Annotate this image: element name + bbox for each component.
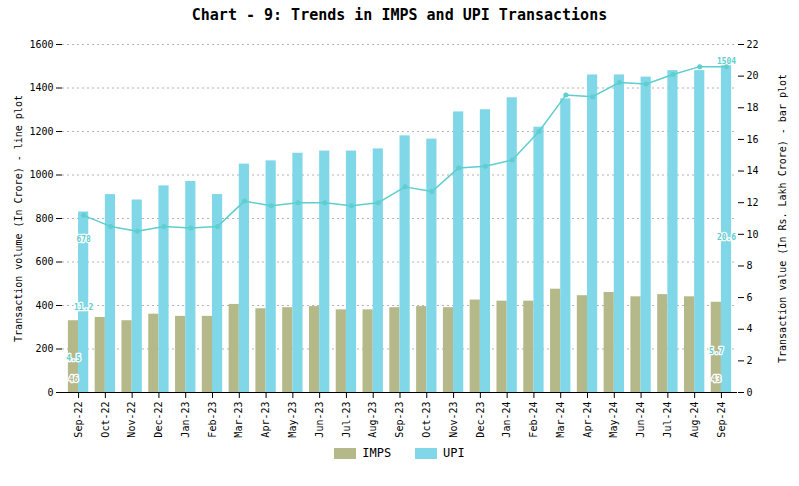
html-text:UPI: UPI — [443, 446, 465, 460]
html-text:IMPS: IMPS — [362, 446, 392, 460]
svg-text:4: 4 — [747, 323, 753, 334]
svg-text:14: 14 — [747, 165, 759, 176]
svg-text:400: 400 — [35, 300, 53, 311]
svg-text:Feb-24: Feb-24 — [528, 402, 539, 438]
svg-text:Jul-23: Jul-23 — [341, 402, 352, 438]
svg-text:43: 43 — [712, 375, 722, 384]
svg-text:678: 678 — [76, 235, 91, 244]
svg-text:12: 12 — [747, 197, 759, 208]
svg-text:18: 18 — [747, 102, 759, 113]
svg-text:Jul-24: Jul-24 — [662, 402, 673, 438]
svg-text:Nov-22: Nov-22 — [126, 402, 137, 438]
svg-text:May-23: May-23 — [287, 402, 298, 438]
svg-text:46: 46 — [69, 375, 79, 384]
svg-text:Apr-24: Apr-24 — [582, 402, 593, 438]
svg-text:Sep-23: Sep-23 — [394, 402, 405, 438]
svg-text:Dec-22: Dec-22 — [153, 402, 164, 438]
svg-text:Oct-22: Oct-22 — [100, 402, 111, 438]
svg-text:Sep-24: Sep-24 — [716, 402, 727, 438]
svg-text:Sep-22: Sep-22 — [73, 402, 84, 438]
svg-text:Mar-24: Mar-24 — [555, 402, 566, 438]
svg-text:200: 200 — [35, 343, 53, 354]
svg-text:8: 8 — [747, 260, 753, 271]
svg-text:Dec-23: Dec-23 — [475, 402, 486, 438]
svg-text:1504: 1504 — [716, 57, 737, 67]
svg-text:1400: 1400 — [29, 82, 53, 93]
svg-text:Nov-23: Nov-23 — [448, 402, 459, 438]
svg-text:11.2: 11.2 — [74, 303, 93, 312]
html-text:Chart - 9: Trends in IMPS and: Chart - 9: Trends in IMPS and UPI Transa… — [191, 6, 608, 24]
svg-text:0: 0 — [47, 387, 53, 398]
svg-text:Transaction volume (In Crore): Transaction volume (In Crore) - line plo… — [13, 95, 24, 342]
svg-text:Aug-24: Aug-24 — [689, 402, 700, 438]
svg-text:6: 6 — [747, 292, 753, 303]
svg-text:16: 16 — [747, 134, 759, 145]
svg-text:Oct-23: Oct-23 — [421, 402, 432, 438]
svg-text:20.6: 20.6 — [717, 233, 736, 242]
svg-text:Feb-23: Feb-23 — [207, 402, 218, 438]
svg-text:4.5: 4.5 — [66, 354, 81, 363]
svg-text:1600: 1600 — [29, 39, 53, 50]
svg-text:Jun-23: Jun-23 — [314, 402, 325, 438]
svg-text:20: 20 — [747, 70, 759, 81]
svg-text:600: 600 — [35, 256, 53, 267]
svg-text:Aug-23: Aug-23 — [367, 402, 378, 438]
svg-text:May-24: May-24 — [608, 402, 619, 438]
svg-text:2: 2 — [747, 355, 753, 366]
svg-text:0: 0 — [747, 387, 753, 398]
svg-text:1000: 1000 — [29, 169, 53, 180]
svg-text:22: 22 — [747, 39, 759, 50]
svg-text:Apr-23: Apr-23 — [260, 402, 271, 438]
svg-text:1200: 1200 — [29, 126, 53, 137]
svg-text:10: 10 — [747, 229, 759, 240]
svg-text:Jun-24: Jun-24 — [635, 402, 646, 438]
svg-text:800: 800 — [35, 213, 53, 224]
svg-text:Jan-24: Jan-24 — [501, 402, 512, 438]
svg-text:Jan-23: Jan-23 — [180, 402, 191, 438]
svg-text:Transaction value (In Rs. Lakh: Transaction value (In Rs. Lakh Crore) - … — [777, 74, 788, 363]
svg-text:Mar-23: Mar-23 — [233, 402, 244, 438]
svg-text:5.7: 5.7 — [709, 347, 724, 356]
